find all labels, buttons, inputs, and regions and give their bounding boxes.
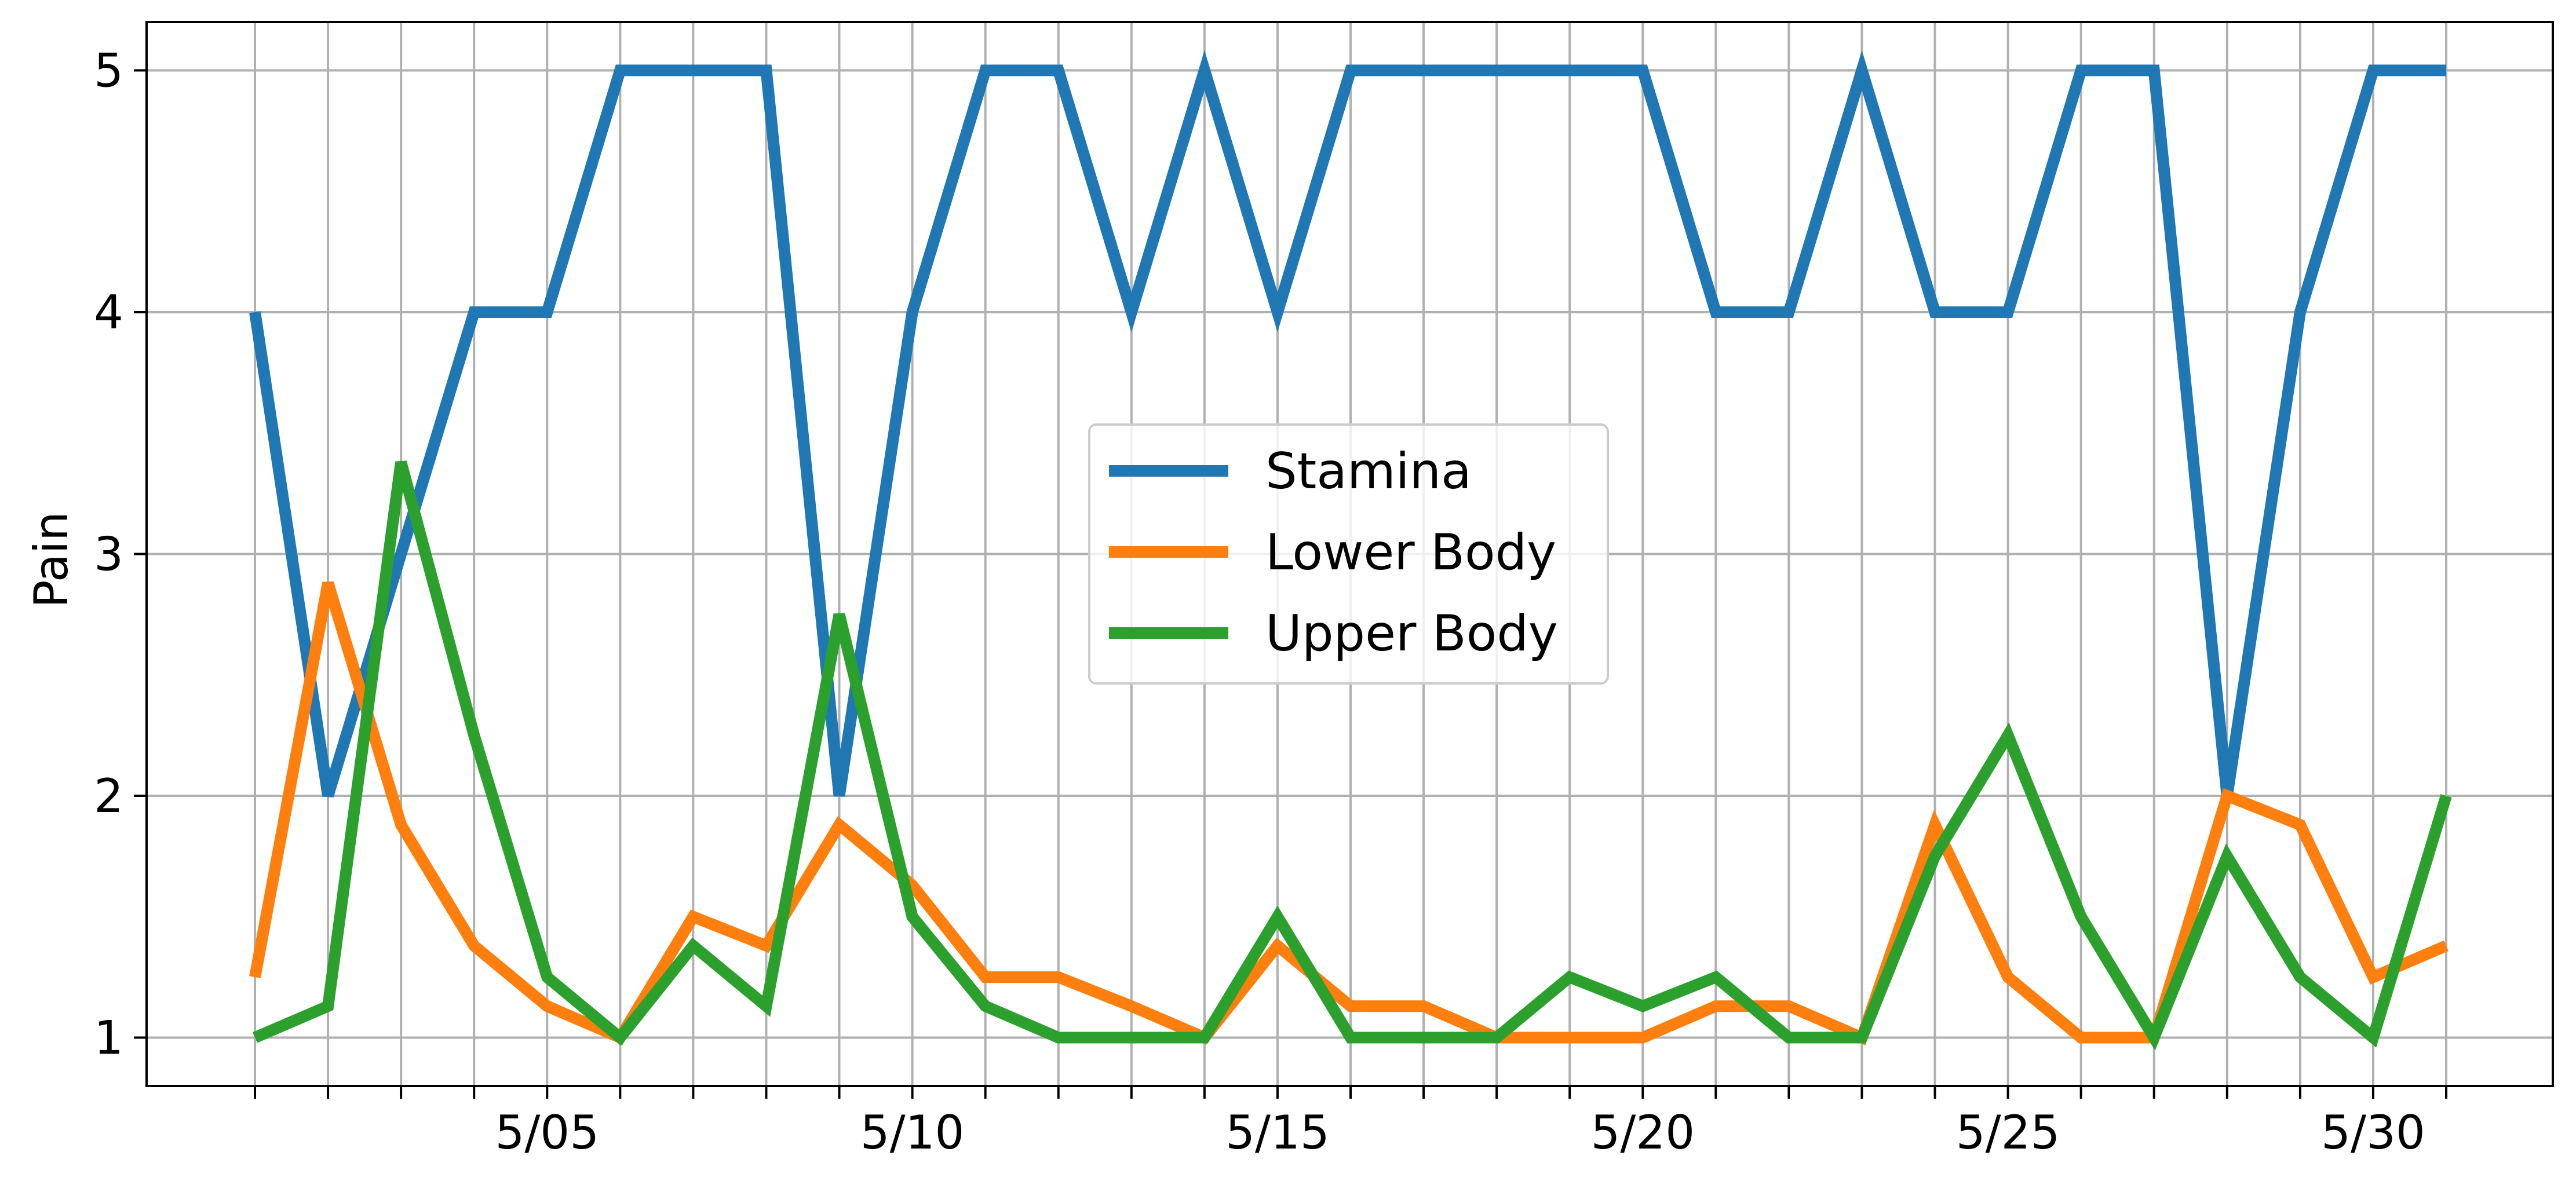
legend-label: Lower Body <box>1265 524 1556 581</box>
y-tick-label: 2 <box>94 769 123 823</box>
x-tick-label: 5/05 <box>495 1106 599 1160</box>
y-tick-label: 4 <box>94 286 123 339</box>
x-tick-label: 5/20 <box>1590 1106 1695 1160</box>
series-line-stamina <box>249 50 2446 798</box>
x-tick-label: 5/30 <box>2321 1106 2425 1160</box>
legend-label: Upper Body <box>1265 605 1558 663</box>
legend-label: Stamina <box>1265 442 1472 500</box>
y-tick-label: 5 <box>94 44 123 98</box>
series-line-upper-body <box>253 460 2452 1051</box>
y-tick-label: 3 <box>94 528 123 581</box>
series-lines <box>249 50 2452 1051</box>
y-axis-label: Pain <box>24 511 78 608</box>
x-tick-label: 5/25 <box>1956 1106 2060 1160</box>
y-tick-label: 1 <box>94 1011 123 1065</box>
legend: Stamina Lower Body Upper Body <box>1088 423 1609 685</box>
legend-box <box>1088 423 1609 685</box>
x-tick-label: 5/10 <box>860 1106 965 1160</box>
axis-ticks: 5/05 5/10 5/15 5/20 5/25 5/30 1 2 3 4 5 <box>94 44 2447 1160</box>
x-tick-label: 5/15 <box>1225 1106 1330 1160</box>
